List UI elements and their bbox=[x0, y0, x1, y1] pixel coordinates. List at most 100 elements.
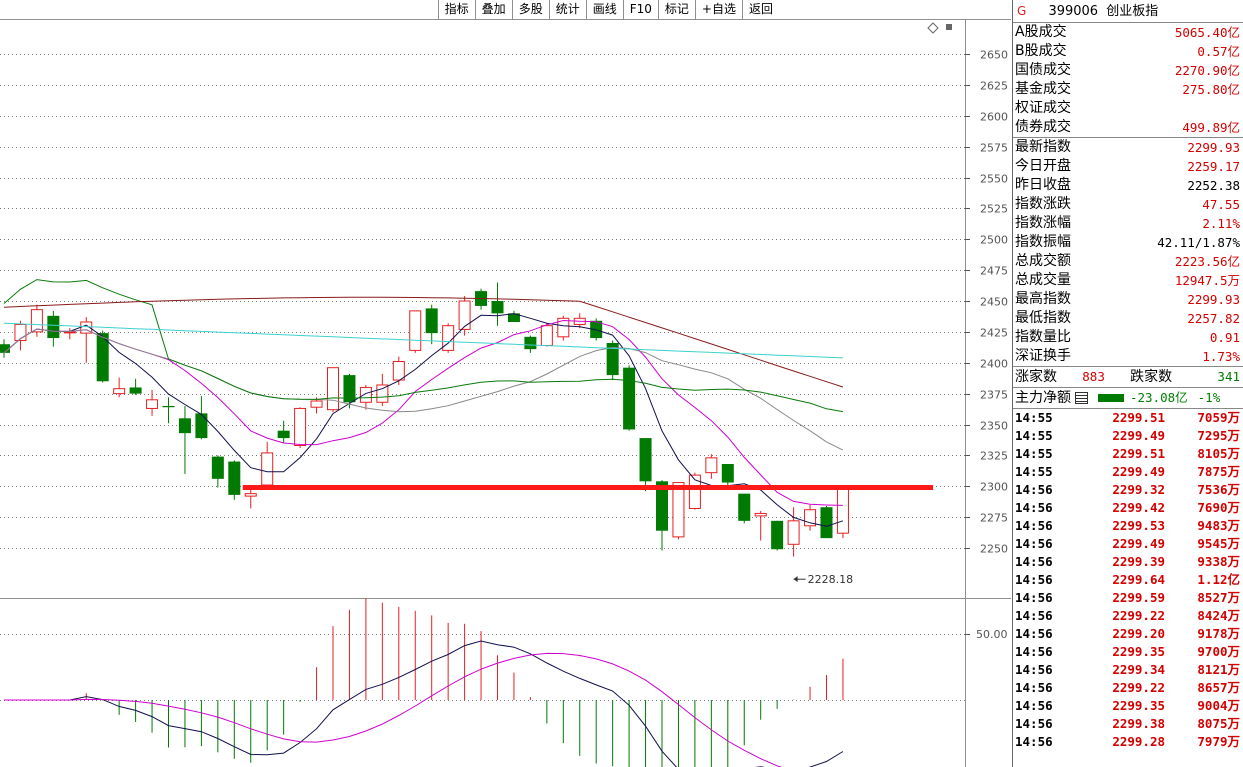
tick-vol: 7059万 bbox=[1197, 410, 1240, 425]
tick-list[interactable]: 14:55 2299.51 7059万 14:55 2299.49 7295万 14:55 2… bbox=[1013, 409, 1243, 751]
candle-body bbox=[310, 400, 323, 408]
tick-row: 14:55 2299.49 7875万 bbox=[1013, 463, 1243, 481]
tick-price: 2299.38 bbox=[1112, 716, 1165, 731]
tick-time: 14:56 bbox=[1015, 500, 1053, 515]
index-stat-label: 今日开盘 bbox=[1015, 158, 1071, 174]
index-stat-label: 指数振幅 bbox=[1015, 234, 1071, 250]
toolbar-indicator-button[interactable]: 指标 bbox=[437, 0, 475, 19]
candle-body bbox=[146, 399, 159, 409]
toolbar-f10-button[interactable]: F10 bbox=[622, 0, 658, 19]
candle-body bbox=[524, 336, 537, 350]
main-flow-pct: -1% bbox=[1197, 390, 1221, 405]
toolbar-add-watchlist-button[interactable]: +自选 bbox=[694, 0, 742, 19]
market-turnover-section: A股成交 5065.40亿 B股成交 0.57亿 国债成交 2270.90亿 基金成交 275… bbox=[1013, 23, 1243, 138]
tick-vol: 9483万 bbox=[1197, 518, 1240, 533]
tick-row: 14:56 2299.64 1.12亿 bbox=[1013, 571, 1243, 589]
low-arrow-head bbox=[793, 576, 798, 583]
tick-row: 14:56 2299.22 8424万 bbox=[1013, 607, 1243, 625]
tick-price: 2299.22 bbox=[1112, 608, 1165, 623]
tick-price: 2299.49 bbox=[1112, 536, 1165, 551]
main-flow-value: -23.08亿 bbox=[1130, 390, 1188, 405]
tick-time: 14:55 bbox=[1015, 446, 1053, 461]
main-flow-row: 主力净额 -23.08亿 -1% bbox=[1013, 388, 1243, 409]
index-stat-label: 指数量比 bbox=[1015, 329, 1071, 345]
tick-price: 2299.51 bbox=[1112, 410, 1165, 425]
tick-price: 2299.53 bbox=[1112, 518, 1165, 533]
market-turnover-value: 5065.40亿 bbox=[1174, 25, 1240, 40]
index-stat-label: 昨日收盘 bbox=[1015, 177, 1071, 193]
up-count-label: 涨家数 bbox=[1015, 369, 1057, 385]
candle-body bbox=[656, 481, 668, 531]
index-stat-row: 昨日收盘 2252.38 bbox=[1013, 176, 1243, 195]
diamond-icon[interactable] bbox=[927, 22, 939, 34]
candle-body bbox=[47, 315, 60, 339]
tick-vol: 7536万 bbox=[1197, 482, 1240, 497]
quote-panel: G 399006 创业板指 A股成交 5065.40亿 B股成交 0.57亿 国债成交 2… bbox=[1012, 0, 1243, 767]
tick-row: 14:56 2299.38 8075万 bbox=[1013, 715, 1243, 733]
tick-row: 14:56 2299.39 9338万 bbox=[1013, 553, 1243, 571]
tick-price: 2299.22 bbox=[1112, 680, 1165, 695]
y-tick-label: 2400 bbox=[980, 358, 1008, 371]
toolbar-stats-button[interactable]: 统计 bbox=[548, 0, 586, 19]
scroll-icon[interactable] bbox=[946, 24, 952, 30]
index-stats-section: 最新指数 2299.93 今日开盘 2259.17 昨日收盘 2252.38 指数涨跌 47.… bbox=[1013, 138, 1243, 367]
toolbar-back-button[interactable]: 返回 bbox=[741, 0, 779, 19]
tick-time: 14:55 bbox=[1015, 410, 1053, 425]
toolbar-overlay-button[interactable]: 叠加 bbox=[474, 0, 512, 19]
tick-time: 14:56 bbox=[1015, 518, 1053, 533]
market-turnover-value: 275.80亿 bbox=[1182, 82, 1240, 97]
market-turnover-row: 基金成交 275.80亿 bbox=[1013, 80, 1243, 99]
market-turnover-row: 国债成交 2270.90亿 bbox=[1013, 61, 1243, 80]
toolbar-drawline-button[interactable]: 画线 bbox=[585, 0, 623, 19]
market-turnover-value: 2270.90亿 bbox=[1174, 63, 1240, 78]
tick-price: 2299.35 bbox=[1112, 698, 1165, 713]
tick-time: 14:55 bbox=[1015, 428, 1053, 443]
candle-body bbox=[294, 407, 307, 446]
index-stat-value: 2259.17 bbox=[1187, 159, 1240, 174]
ma5-line bbox=[3, 313, 844, 527]
market-turnover-label: 债券成交 bbox=[1015, 119, 1071, 135]
toolbar-mark-button[interactable]: 标记 bbox=[657, 0, 695, 19]
market-turnover-row: B股成交 0.57亿 bbox=[1013, 42, 1243, 61]
tick-vol: 9004万 bbox=[1197, 698, 1240, 713]
market-turnover-label: B股成交 bbox=[1015, 43, 1067, 59]
y-tick-label: 2425 bbox=[980, 327, 1008, 340]
tick-row: 14:56 2299.42 7690万 bbox=[1013, 499, 1243, 517]
candle-body bbox=[178, 418, 191, 434]
market-turnover-label: 权证成交 bbox=[1015, 100, 1071, 116]
index-code: 399006 bbox=[1048, 4, 1099, 19]
y-tick-label: 2575 bbox=[980, 142, 1008, 155]
ma60-line bbox=[3, 296, 844, 388]
index-stat-label: 最低指数 bbox=[1015, 310, 1071, 326]
tick-vol: 9545万 bbox=[1197, 536, 1240, 551]
index-stat-label: 总成交量 bbox=[1015, 272, 1071, 288]
list-icon[interactable] bbox=[1075, 392, 1088, 404]
index-stat-row: 指数振幅 42.11/1.87% bbox=[1013, 233, 1243, 252]
chart-pane[interactable]: 2650 2625 2600 2575 2550 2525 2500 2475 2450 2425… bbox=[0, 0, 1011, 767]
chart-toolbar: 指标 叠加 多股 统计 画线 F10 标记 +自选 返回 bbox=[437, 0, 779, 20]
candle-body bbox=[836, 485, 849, 534]
kline-chart[interactable]: 2650 2625 2600 2575 2550 2525 2500 2475 2450 2425… bbox=[0, 0, 1011, 767]
candle-body bbox=[705, 457, 718, 474]
tick-time: 14:56 bbox=[1015, 734, 1053, 749]
candle-body bbox=[277, 430, 290, 439]
y-tick-label: 2600 bbox=[980, 111, 1008, 124]
candle-body bbox=[458, 300, 471, 330]
tick-time: 14:56 bbox=[1015, 590, 1053, 605]
y-tick-label: 2625 bbox=[980, 80, 1008, 93]
tick-time: 14:56 bbox=[1015, 644, 1053, 659]
tick-vol: 9700万 bbox=[1197, 644, 1240, 659]
tick-price: 2299.32 bbox=[1112, 482, 1165, 497]
tick-vol: 8527万 bbox=[1197, 590, 1240, 605]
candle-body bbox=[343, 375, 356, 403]
tick-price: 2299.49 bbox=[1112, 464, 1165, 479]
index-stat-value: 47.55 bbox=[1202, 197, 1240, 212]
index-stat-label: 深证换手 bbox=[1015, 348, 1071, 364]
candle-body bbox=[754, 512, 767, 517]
index-name: 创业板指 bbox=[1106, 4, 1159, 19]
tick-time: 14:55 bbox=[1015, 464, 1053, 479]
up-count-value: 883 bbox=[1082, 369, 1105, 384]
tick-price: 2299.35 bbox=[1112, 644, 1165, 659]
toolbar-multistock-button[interactable]: 多股 bbox=[511, 0, 549, 19]
candle-body bbox=[63, 331, 76, 334]
